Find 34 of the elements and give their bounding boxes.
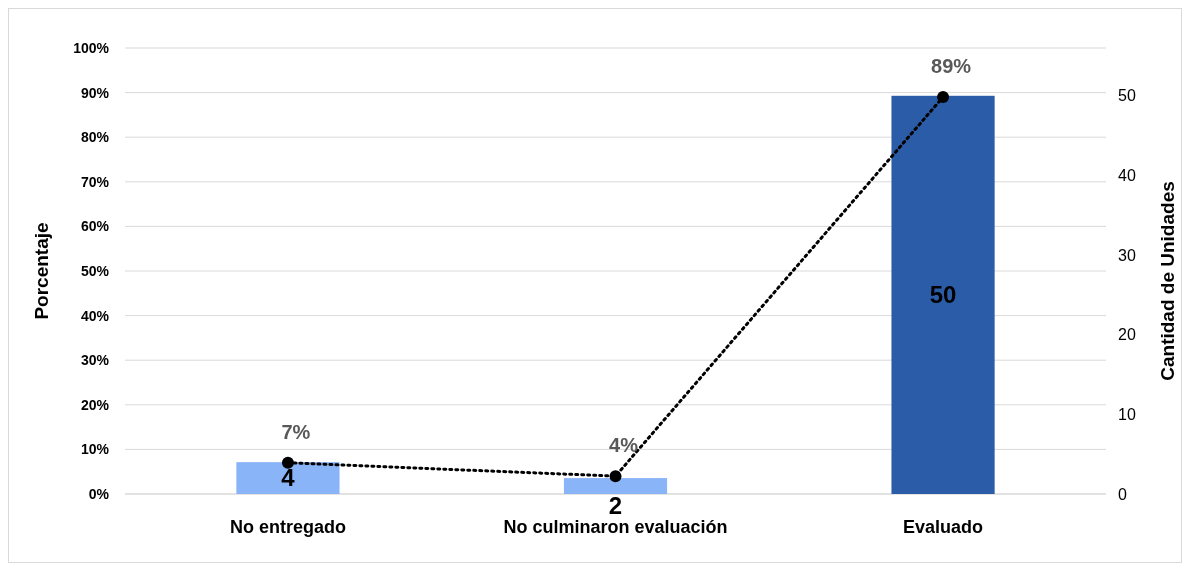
y2-tick-label: 50 <box>1118 87 1136 105</box>
y-tick-label: 20% <box>80 396 110 413</box>
data-label: 4 <box>281 464 296 492</box>
point <box>937 91 950 104</box>
y2-tick-label: 30 <box>1118 246 1136 264</box>
data-label: 2 <box>608 492 623 520</box>
x-tick-label: No culminaron evaluación <box>503 517 728 538</box>
data-label: 50 <box>929 281 957 309</box>
y-tick-label: 40% <box>80 307 110 324</box>
point <box>609 470 622 483</box>
y-tick-label: 100% <box>73 39 110 56</box>
data-label: 4% <box>609 434 639 457</box>
y2-tick-label: 10 <box>1118 405 1136 423</box>
y-tick-label: 80% <box>80 129 110 146</box>
y2-tick-label: 40 <box>1118 167 1136 185</box>
data-label: 89% <box>931 55 972 78</box>
y2-axis-title: Cantidad de Unidades <box>1157 181 1179 381</box>
data-label: 7% <box>281 420 311 443</box>
x-tick-label: Evaluado <box>903 517 984 538</box>
y-tick-label: 70% <box>80 173 110 190</box>
point <box>281 456 294 469</box>
bar <box>891 95 995 494</box>
bar <box>236 462 340 494</box>
y-tick-label: 10% <box>80 441 110 458</box>
y-tick-label: 0% <box>88 485 110 502</box>
y-tick-label: 90% <box>80 84 110 101</box>
y2-tick-label: 0 <box>1118 485 1127 503</box>
y-tick-label: 30% <box>80 352 110 369</box>
y-tick-label: 50% <box>80 262 110 279</box>
y-tick-label: 60% <box>80 218 110 235</box>
y2-tick-label: 20 <box>1118 326 1136 344</box>
x-tick-label: No entregado <box>229 517 346 538</box>
bar <box>563 478 668 494</box>
y-axis-title: Porcentaje <box>31 222 52 320</box>
